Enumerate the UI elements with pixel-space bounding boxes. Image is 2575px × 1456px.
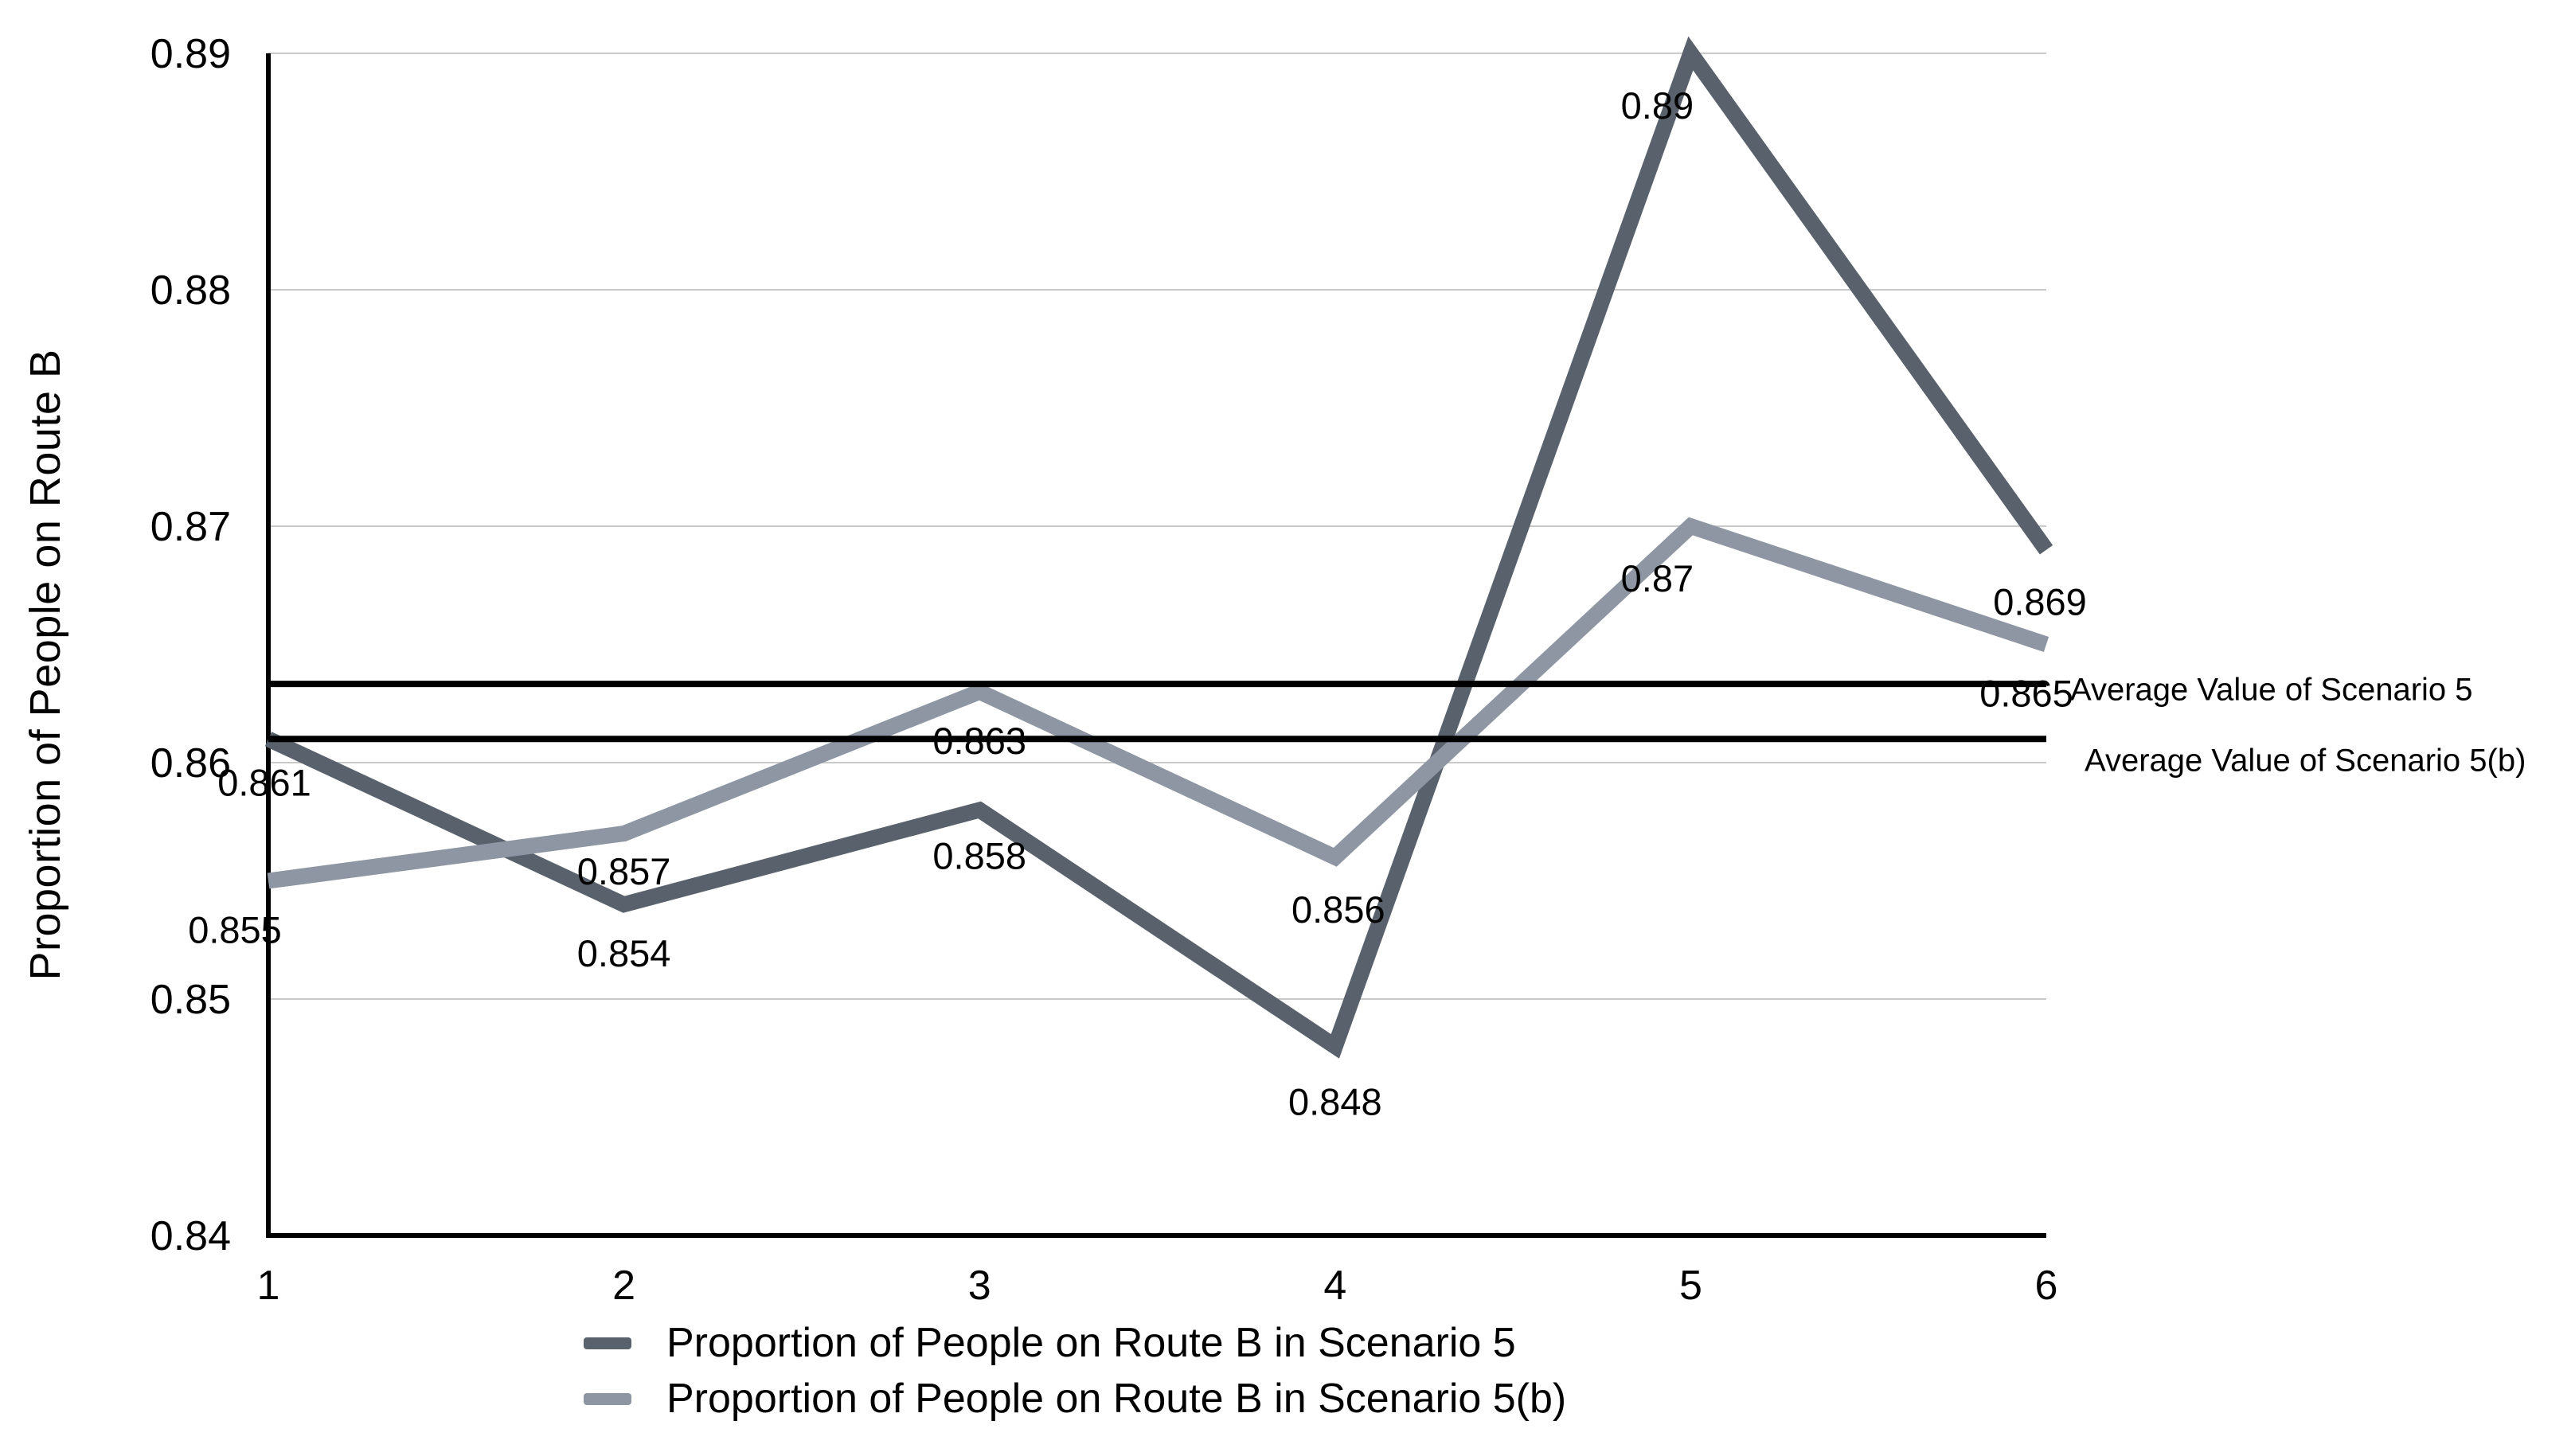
data-label: 0.858 — [932, 834, 1026, 876]
y-tick-label: 0.85 — [150, 977, 231, 1023]
x-tick-label: 5 — [1679, 1263, 1702, 1309]
average-line-annotation-scenario-5b: Average Value of Scenario 5(b) — [2085, 743, 2526, 779]
y-tick-label: 0.84 — [150, 1213, 231, 1259]
y-axis-title: Proportion of People on Route B — [21, 349, 69, 981]
legend-item-scenario-5b: Proportion of People on Route B in Scena… — [584, 1371, 1566, 1427]
legend-swatch-scenario-5-icon — [584, 1337, 631, 1349]
y-tick-label: 0.88 — [150, 267, 231, 314]
legend-label-scenario-5: Proportion of People on Route B in Scena… — [666, 1320, 1516, 1366]
data-label: 0.87 — [1621, 557, 1694, 599]
data-label: 0.848 — [1288, 1080, 1382, 1122]
data-label: 0.857 — [577, 850, 671, 892]
y-tick-label: 0.87 — [150, 504, 231, 550]
data-label: 0.869 — [1993, 581, 2087, 623]
average-line-annotation-scenario-5: Average Value of Scenario 5 — [2070, 672, 2473, 708]
legend-item-scenario-5: Proportion of People on Route B in Scena… — [584, 1315, 1566, 1371]
series-line-scenario-5 — [264, 36, 2053, 1059]
data-label: 0.89 — [1621, 84, 1694, 127]
legend: Proportion of People on Route B in Scena… — [584, 1315, 1566, 1427]
data-label: 0.854 — [577, 932, 671, 974]
series-line-scenario-5b — [267, 517, 2049, 889]
data-label: 0.856 — [1291, 888, 1385, 931]
y-tick-label: 0.86 — [150, 740, 231, 787]
data-label: 0.861 — [217, 761, 311, 803]
data-label: 0.855 — [188, 909, 282, 951]
x-tick-label: 3 — [968, 1263, 991, 1309]
x-tick-label: 2 — [612, 1263, 635, 1309]
x-tick-label: 4 — [1323, 1263, 1346, 1309]
x-tick-label: 1 — [257, 1263, 280, 1309]
data-label: 0.865 — [1979, 673, 2073, 715]
x-tick-label: 6 — [2035, 1263, 2058, 1309]
legend-swatch-scenario-5b-icon — [584, 1392, 631, 1405]
y-tick-label: 0.89 — [150, 31, 231, 77]
legend-label-scenario-5b: Proportion of People on Route B in Scena… — [666, 1376, 1567, 1422]
